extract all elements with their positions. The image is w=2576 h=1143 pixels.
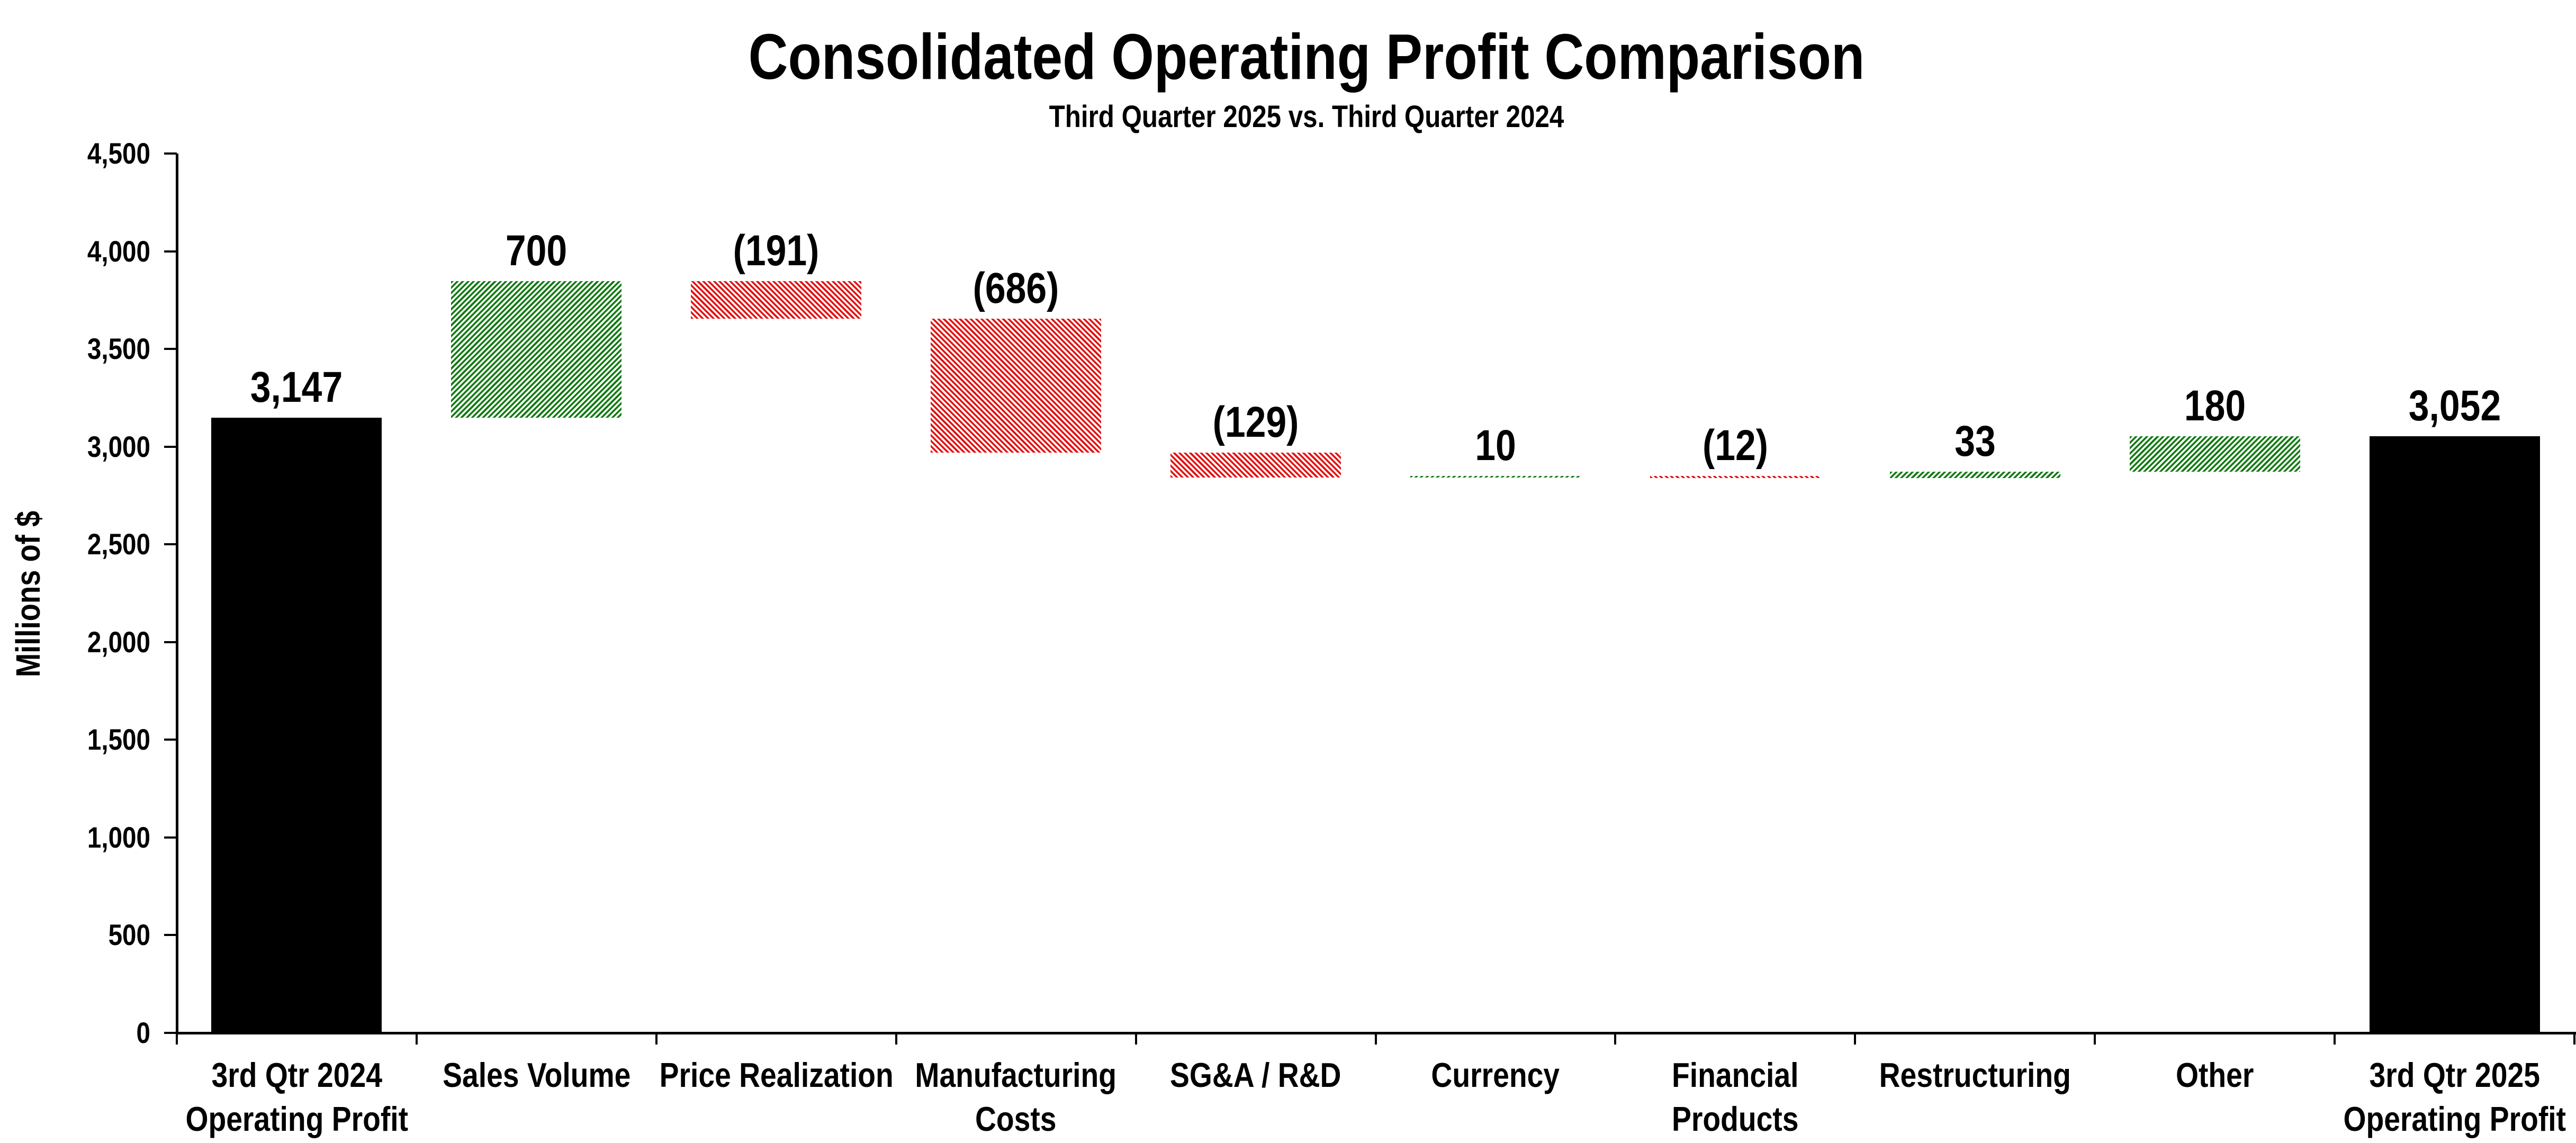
category-label-line: 3rd Qtr 2024 <box>211 1056 382 1094</box>
chart-subtitle: Third Quarter 2025 vs. Third Quarter 202… <box>1049 100 1564 134</box>
category-label-sg-a-r-d: SG&A / R&D <box>1133 1054 1378 1097</box>
bar-restructuring <box>1889 471 2060 479</box>
bar-value-restructuring: 33 <box>1954 417 1996 465</box>
bar-price-realization <box>691 281 862 319</box>
bar-value-other: 180 <box>2184 382 2246 430</box>
y-tick-1-000 <box>164 836 177 839</box>
bar-value-3rd-qtr-2024-operating-profit: 3,147 <box>250 363 343 412</box>
y-axis-title: Millions of $ <box>9 510 47 678</box>
chart-title: Consolidated Operating Profit Comparison <box>748 21 1865 93</box>
category-label-line: Operating Profit <box>2343 1099 2566 1138</box>
bar-3rd-qtr-2025-operating-profit <box>2369 436 2540 1033</box>
x-tick-4 <box>1134 1033 1137 1045</box>
bar-value-sg-a-r-d: (129) <box>1212 398 1299 446</box>
bar-sg-a-r-d <box>1170 452 1341 478</box>
x-tick-7 <box>1854 1033 1857 1045</box>
category-label-line: Products <box>1672 1099 1799 1138</box>
category-label-currency: Currency <box>1373 1054 1618 1097</box>
y-tick-0 <box>164 1032 177 1034</box>
x-tick-6 <box>1614 1033 1617 1045</box>
category-label-sales-volume: Sales Volume <box>414 1054 659 1097</box>
x-tick-2 <box>655 1033 657 1045</box>
category-label-line: 3rd Qtr 2025 <box>2369 1056 2540 1094</box>
y-tick-3-500 <box>164 348 177 350</box>
category-label-other: Other <box>2093 1054 2337 1097</box>
category-label-restructuring: Restructuring <box>1853 1054 2097 1097</box>
category-label-manufacturing-costs: Manufacturing Costs <box>894 1054 1138 1141</box>
y-tick-label-3-500: 3,500 <box>87 332 150 366</box>
y-tick-label-4-500: 4,500 <box>87 137 150 170</box>
y-tick-2-500 <box>164 543 177 546</box>
y-tick-label-500: 500 <box>108 918 150 952</box>
category-label-line: Restructuring <box>1879 1056 2071 1094</box>
y-tick-label-4-000: 4,000 <box>87 234 150 268</box>
y-tick-label-1-500: 1,500 <box>87 723 150 757</box>
y-tick-label-1-000: 1,000 <box>87 820 150 854</box>
y-tick-label-3-000: 3,000 <box>87 429 150 463</box>
category-label-line: Manufacturing <box>915 1056 1117 1094</box>
y-axis-line <box>176 154 178 1034</box>
x-tick-3 <box>895 1033 897 1045</box>
x-tick-10 <box>2573 1033 2575 1045</box>
bar-currency <box>1410 475 1581 478</box>
bar-financial-products <box>1650 475 1821 479</box>
y-tick-500 <box>164 934 177 937</box>
category-label-line: Operating Profit <box>185 1099 408 1138</box>
x-tick-0 <box>176 1033 178 1045</box>
category-label-3rd-qtr-2024-operating-profit: 3rd Qtr 2024 Operating Profit <box>174 1054 419 1141</box>
y-tick-label-2-500: 2,500 <box>87 527 150 561</box>
bar-value-manufacturing-costs: (686) <box>972 264 1059 312</box>
y-tick-1-500 <box>164 739 177 741</box>
bar-3rd-qtr-2024-operating-profit <box>211 418 382 1033</box>
bar-sales-volume <box>451 281 622 418</box>
category-label-line: SG&A / R&D <box>1170 1056 1341 1094</box>
bar-value-sales-volume: 700 <box>506 226 568 275</box>
x-tick-9 <box>2334 1033 2336 1045</box>
x-tick-5 <box>1374 1033 1377 1045</box>
category-label-3rd-qtr-2025-operating-profit: 3rd Qtr 2025 Operating Profit <box>2332 1054 2576 1141</box>
x-tick-8 <box>2094 1033 2096 1045</box>
category-label-line: Financial <box>1672 1056 1799 1094</box>
bar-value-price-realization: (191) <box>733 226 819 275</box>
y-tick-4-500 <box>164 152 177 155</box>
bar-value-financial-products: (12) <box>1702 421 1768 470</box>
bar-other <box>2129 436 2300 472</box>
category-label-line: Sales Volume <box>442 1056 631 1094</box>
y-tick-2-000 <box>164 641 177 643</box>
category-label-financial-products: Financial Products <box>1613 1054 1858 1141</box>
bar-manufacturing-costs <box>931 318 1102 453</box>
category-label-line: Currency <box>1431 1056 1560 1094</box>
category-label-line: Costs <box>975 1099 1057 1138</box>
y-tick-label-2-000: 2,000 <box>87 625 150 659</box>
y-tick-4-000 <box>164 250 177 253</box>
category-label-price-realization: Price Realization <box>654 1054 898 1097</box>
bar-value-currency: 10 <box>1475 421 1516 470</box>
y-tick-3-000 <box>164 445 177 448</box>
bar-value-3rd-qtr-2025-operating-profit: 3,052 <box>2408 382 2501 430</box>
x-tick-1 <box>415 1033 418 1045</box>
category-label-line: Other <box>2175 1056 2254 1094</box>
y-tick-label-0: 0 <box>136 1016 150 1049</box>
category-label-line: Price Realization <box>659 1056 894 1094</box>
